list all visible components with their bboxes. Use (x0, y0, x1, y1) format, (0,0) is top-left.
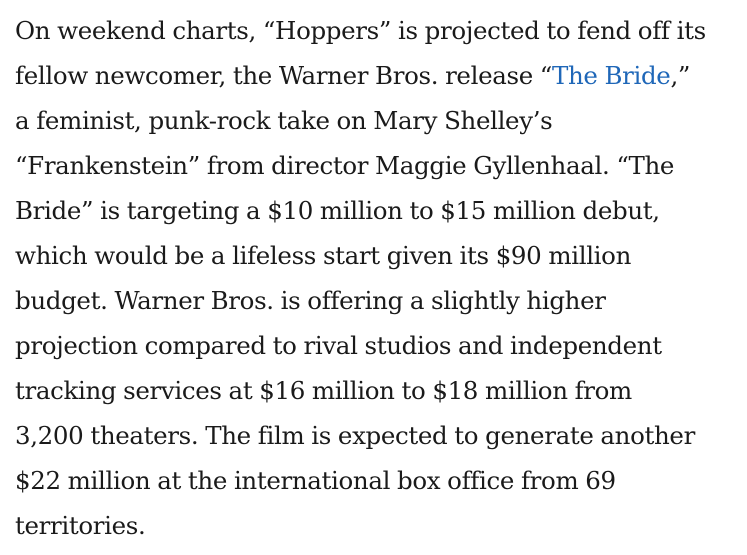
paragraph-line: a feminist, punk-rock take on Mary Shell… (15, 106, 553, 135)
paragraph-line: budget. Warner Bros. is offering a sligh… (15, 286, 606, 315)
article-paragraph: On weekend charts, “Hoppers” is projecte… (15, 8, 741, 548)
paragraph-line: “Frankenstein” from director Maggie Gyll… (15, 151, 675, 180)
paragraph-line: tracking services at $16 million to $18 … (15, 376, 632, 405)
paragraph-line: 3,200 theaters. The film is expected to … (15, 421, 695, 450)
paragraph-line: territories. (15, 511, 146, 540)
paragraph-line: Bride” is targeting a $10 million to $15… (15, 196, 660, 225)
paragraph-line: projection compared to rival studios and… (15, 331, 662, 360)
paragraph-line: which would be a lifeless start given it… (15, 241, 631, 270)
the-bride-link[interactable]: The Bride (551, 61, 671, 90)
paragraph-text: fellow newcomer, the Warner Bros. releas… (15, 61, 552, 90)
paragraph-line: $22 million at the international box off… (15, 466, 616, 495)
paragraph-text: ,” (670, 61, 691, 90)
paragraph-line: On weekend charts, “Hoppers” is projecte… (15, 16, 706, 45)
paragraph-line: fellow newcomer, the Warner Bros. releas… (15, 53, 741, 98)
